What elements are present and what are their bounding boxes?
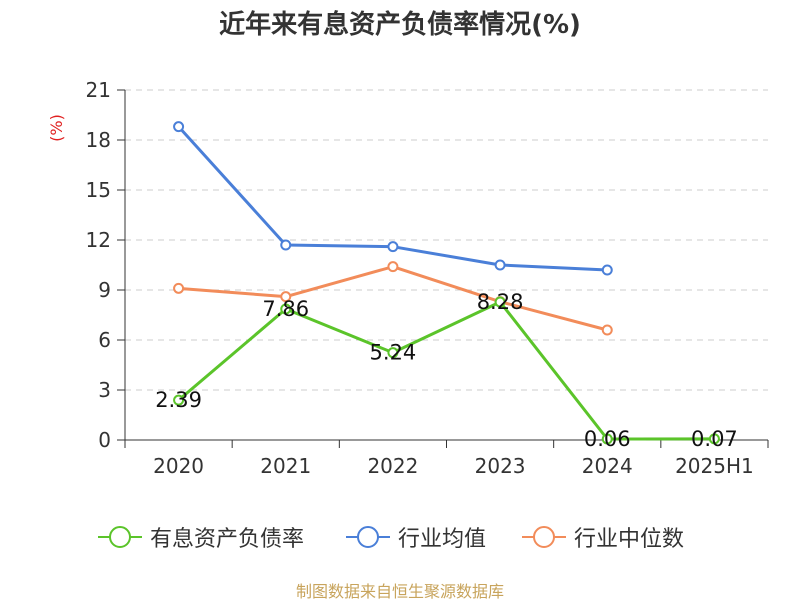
data-labels: 2.39 7.86 5.24 8.28 0.06 0.07 (155, 290, 738, 451)
series-line (177, 300, 715, 441)
y-tick-label: 12 (86, 228, 111, 252)
y-tick-label: 18 (86, 128, 111, 152)
y-tick-label: 6 (98, 328, 111, 352)
x-tick-label: 2025H1 (675, 454, 754, 478)
x-tick-label: 2024 (582, 454, 633, 478)
chart-title: 近年来有息资产负债率情况(%) (219, 10, 581, 40)
data-label: 8.28 (477, 290, 524, 314)
data-label: 0.07 (691, 427, 738, 451)
legend-label: 有息资产负债率 (150, 527, 305, 552)
data-point (494, 259, 506, 271)
data-point (387, 241, 399, 253)
y-axis-label: (%) (47, 114, 66, 142)
data-point (280, 239, 292, 251)
data-point (708, 433, 720, 445)
data-label: 5.24 (370, 341, 417, 365)
data-point (173, 282, 185, 294)
y-tick-label: 0 (98, 428, 111, 452)
legend-line-marker-icon (346, 526, 390, 548)
data-point (601, 264, 613, 276)
gridlines (125, 89, 768, 391)
data-point (601, 324, 613, 336)
y-tick-label: 3 (98, 378, 111, 402)
data-point (173, 121, 185, 133)
legend: 有息资产负债率 行业均值 行业中位数 (0, 520, 800, 554)
data-point (280, 291, 292, 303)
data-point (387, 261, 399, 273)
legend-item-series-0[interactable]: 有息资产负债率 (98, 520, 304, 554)
data-point (494, 296, 506, 308)
legend-line-marker-icon (522, 526, 566, 548)
x-tick-label: 2023 (475, 454, 526, 478)
legend-label: 行业均值 (398, 527, 487, 552)
series-line (178, 265, 608, 332)
x-tick-label: 2022 (367, 454, 418, 478)
x-tick-label: 2021 (260, 454, 311, 478)
data-label: 7.86 (262, 297, 309, 321)
y-tick-label: 9 (98, 278, 111, 302)
data-point (387, 347, 399, 359)
series (173, 121, 720, 445)
data-point (173, 394, 185, 406)
legend-label: 行业中位数 (574, 527, 685, 552)
y-tick-label: 15 (86, 178, 111, 202)
x-tick-label: 2020 (153, 454, 204, 478)
legend-item-series-1[interactable]: 行业均值 (346, 520, 486, 554)
data-label: 0.06 (584, 427, 631, 451)
axes: 0 3 6 9 12 15 18 21 2020 2021 2022 2023 2024 2025H1 (86, 78, 769, 478)
data-point (601, 433, 613, 445)
legend-line-marker-icon (98, 526, 142, 548)
y-tick-label: 21 (86, 78, 111, 102)
legend-item-series-2[interactable]: 行业中位数 (522, 520, 684, 554)
source-note: 制图数据来自恒生聚源数据库 (295, 582, 504, 601)
data-label: 2.39 (155, 388, 202, 412)
data-point (280, 303, 292, 315)
